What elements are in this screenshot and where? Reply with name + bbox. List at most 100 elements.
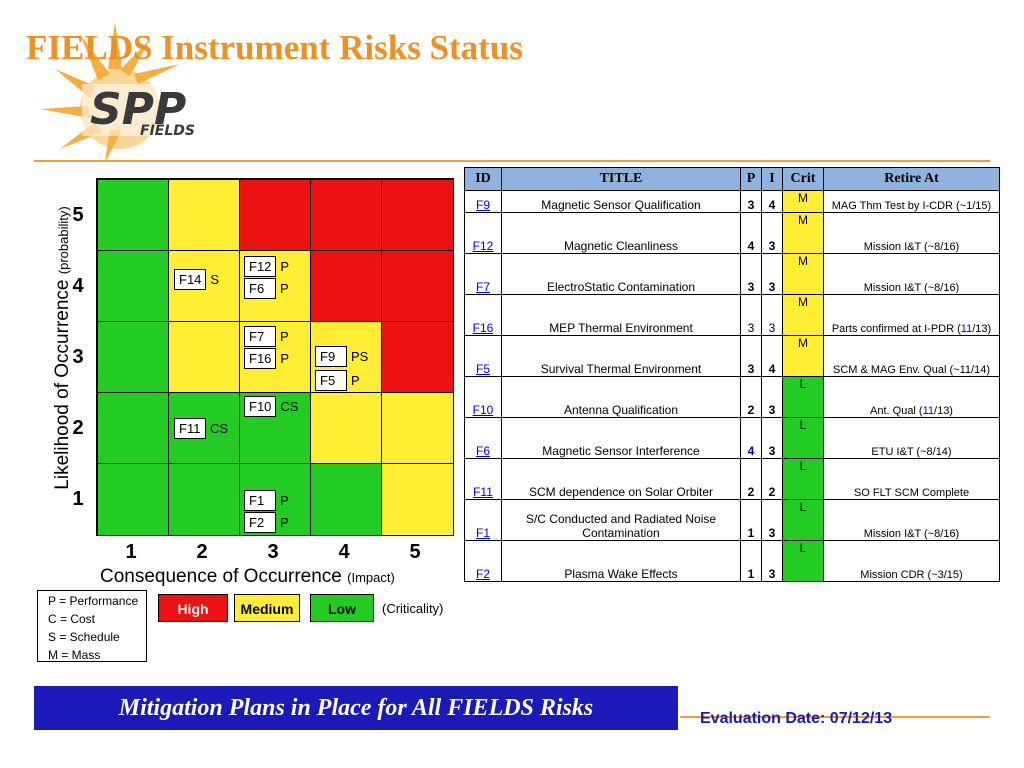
retire-highlight: 11: [922, 405, 935, 417]
risk-type: P: [280, 329, 289, 344]
risk-crit: L: [782, 417, 824, 459]
matrix-cell: [169, 322, 240, 393]
matrix-cell: [382, 251, 453, 322]
risk-matrix: F14 S F12 P F6 P F7 P F16 P F9 PS F5 P F10 CS F1…: [96, 178, 454, 536]
risk-id: F5: [315, 370, 347, 391]
risk-type: S: [210, 272, 220, 287]
matrix-cell: [98, 180, 169, 251]
risk-title: Survival Thermal Environment: [501, 335, 741, 377]
legend-mass: M = Mass: [48, 648, 101, 662]
risk-id-link[interactable]: F1: [464, 499, 502, 541]
risk-marker-f14[interactable]: F14 S: [174, 269, 220, 290]
y-tick-5: 5: [72, 204, 84, 226]
risk-retire: MAG Thm Test by I-CDR (~1/15): [823, 190, 1000, 213]
type-legend: P = Performance C = Cost S = Schedule M …: [37, 590, 147, 662]
risk-id-link[interactable]: F6: [464, 417, 502, 459]
x-axis-label: Consequence of Occurrence: [100, 566, 342, 587]
risk-id-link[interactable]: F12: [464, 212, 502, 254]
risk-i: 4: [761, 335, 783, 377]
table-row: F11 SCM dependence on Solar Orbiter 2 2 …: [464, 458, 1000, 500]
risk-p: 3: [740, 253, 762, 295]
risk-id-link[interactable]: F2: [464, 540, 502, 582]
risk-i: 2: [761, 458, 783, 500]
risk-marker-f6[interactable]: F6 P: [244, 278, 289, 299]
risk-table: ID TITLE P I Crit Retire At F9 Magnetic …: [464, 167, 1000, 582]
risk-retire: Mission I&T (~8/16): [823, 499, 1000, 541]
risk-type: P: [351, 373, 360, 388]
risk-retire: Mission CDR (~3/15): [823, 540, 1000, 582]
criticality-medium: Medium: [234, 594, 300, 622]
risk-marker-f12[interactable]: F12 P: [244, 256, 289, 277]
risk-title: S/C Conducted and Radiated Noise Contami…: [501, 499, 741, 541]
matrix-cell: [311, 251, 382, 322]
risk-type: PS: [351, 349, 369, 364]
matrix-cell: [382, 322, 453, 393]
matrix-cell: [98, 393, 169, 464]
svg-text:SPP: SPP: [90, 84, 186, 135]
risk-p: 2: [740, 458, 762, 500]
risk-id-link[interactable]: F16: [464, 294, 502, 336]
risk-crit: M: [782, 253, 824, 295]
x-tick-1: 1: [125, 541, 137, 563]
y-tick-2: 2: [72, 417, 84, 439]
matrix-cell: [240, 180, 311, 251]
risk-marker-f5[interactable]: F5 P: [315, 370, 360, 391]
risk-id-link[interactable]: F11: [464, 458, 502, 500]
y-tick-3: 3: [72, 346, 84, 368]
risk-id-link[interactable]: F7: [464, 253, 502, 295]
risk-i: 3: [761, 540, 783, 582]
risk-marker-f10[interactable]: F10 CS: [244, 396, 299, 417]
risk-retire: Mission I&T (~8/16): [823, 253, 1000, 295]
criticality-high: High: [158, 594, 228, 622]
risk-p: 4: [740, 212, 762, 254]
risk-id: F9: [315, 346, 347, 367]
risk-p: 3: [740, 335, 762, 377]
risk-p: 2: [740, 376, 762, 418]
risk-marker-f2[interactable]: F2 P: [244, 512, 289, 533]
risk-id: F6: [244, 278, 276, 299]
x-tick-2: 2: [196, 541, 208, 563]
table-row: F12 Magnetic Cleanliness 4 3 M Mission I…: [464, 212, 1000, 254]
x-tick-4: 4: [338, 541, 350, 563]
matrix-cell: [311, 393, 382, 464]
risk-title: Antenna Qualification: [501, 376, 741, 418]
risk-marker-f9[interactable]: F9 PS: [315, 346, 369, 367]
risk-marker-f7[interactable]: F7 P: [244, 326, 289, 347]
legend-schedule: S = Schedule: [48, 630, 120, 644]
risk-marker-f16[interactable]: F16 P: [244, 348, 289, 369]
risk-id: F11: [174, 418, 206, 439]
x-axis-title: Consequence of Occurrence (Impact): [100, 566, 395, 588]
risk-i: 3: [761, 212, 783, 254]
criticality-label: (Criticality): [382, 601, 444, 616]
risk-id: F12: [244, 256, 277, 277]
risk-id-link[interactable]: F5: [464, 335, 502, 377]
svg-text:FIELDS: FIELDS: [140, 123, 195, 139]
retire-text: Parts confirmed at I-PDR (: [831, 323, 961, 335]
risk-type: CS: [210, 421, 229, 436]
page-title: FIELDS Instrument Risks Status: [26, 28, 523, 67]
risk-i: 3: [761, 499, 783, 541]
risk-crit: M: [782, 190, 824, 213]
risk-i: 3: [761, 253, 783, 295]
evaluation-date: Evaluation Date: 07/12/13: [700, 710, 893, 727]
table-row: F6 Magnetic Sensor Interference 4 3 L ET…: [464, 417, 1000, 459]
risk-id: F10: [244, 396, 277, 417]
risk-crit: L: [782, 499, 824, 541]
matrix-cell: [98, 251, 169, 322]
risk-type: P: [280, 281, 289, 296]
col-title: TITLE: [501, 167, 741, 191]
risk-crit: M: [782, 212, 824, 254]
table-row: F10 Antenna Qualification 2 3 L Ant. Qua…: [464, 376, 1000, 418]
risk-marker-f11[interactable]: F11 CS: [174, 418, 229, 439]
retire-text-end: /13): [934, 405, 953, 417]
y-axis-title: Likelihood of Occurrence (probability): [52, 158, 74, 538]
risk-marker-f1[interactable]: F1 P: [244, 490, 289, 511]
risk-id-link[interactable]: F9: [464, 190, 502, 213]
risk-type: CS: [280, 399, 299, 414]
header-divider: [34, 160, 990, 162]
risk-id-link[interactable]: F10: [464, 376, 502, 418]
risk-retire: Mission I&T (~8/16): [823, 212, 1000, 254]
x-tick-5: 5: [409, 541, 421, 563]
matrix-cell: [382, 464, 453, 535]
risk-crit: L: [782, 458, 824, 500]
